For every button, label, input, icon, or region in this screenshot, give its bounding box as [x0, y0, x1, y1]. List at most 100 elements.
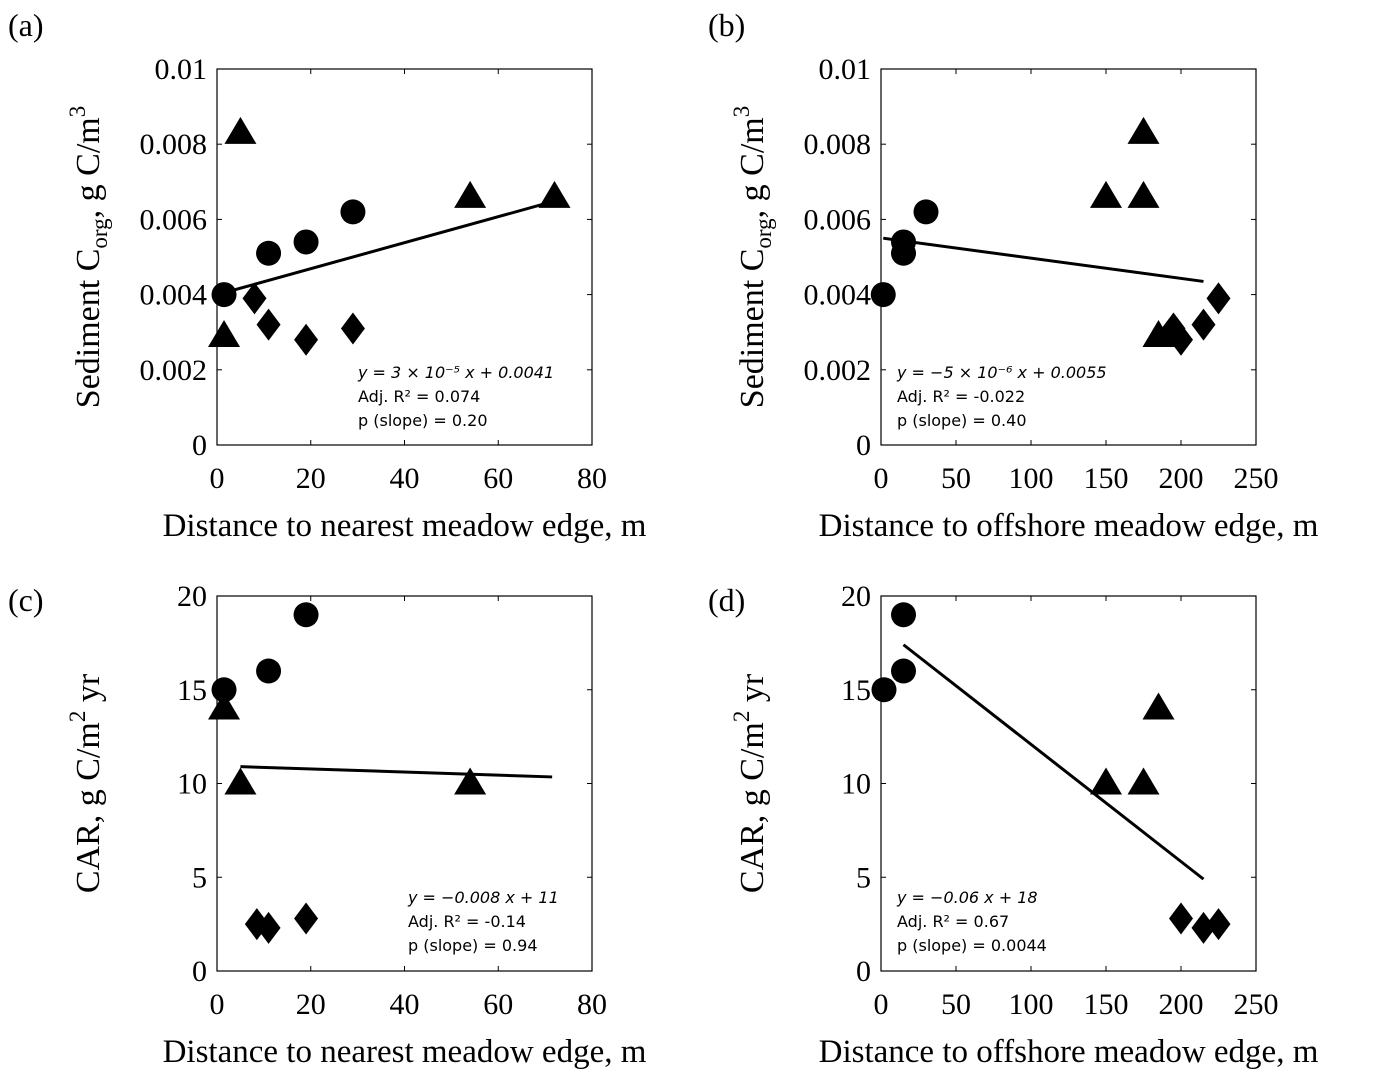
circle-marker [256, 240, 282, 266]
regression-line [902, 643, 1205, 881]
x-tick-label: 150 [1084, 462, 1129, 495]
x-tick-label: 20 [296, 988, 326, 1021]
y-tick-label: 0.008 [140, 128, 208, 161]
y-tick-label: 15 [841, 674, 871, 707]
x-tick-label: 80 [577, 988, 607, 1021]
triangle-marker [454, 180, 487, 208]
plot-frame [216, 595, 593, 972]
y-axis-label-part: org [87, 218, 112, 249]
y-tick-label: 0 [192, 955, 207, 988]
y-tick-label: 0.002 [804, 354, 872, 387]
x-tick-label: 100 [1009, 988, 1054, 1021]
panel-label: (a) [8, 7, 44, 43]
y-tick-label: 0.008 [804, 128, 872, 161]
x-axis-label: Distance to nearest meadow edge, m [163, 1034, 647, 1070]
y-axis-label-part: CAR, g C/m [70, 722, 107, 893]
x-tick-label: 0 [210, 988, 225, 1021]
triangle-marker [1090, 180, 1122, 208]
adj-r2-label: Adj. R² = -0.14 [408, 912, 526, 931]
circle-marker [340, 199, 366, 225]
adj-r2-label: Adj. R² = 0.074 [358, 387, 480, 406]
y-tick-label: 5 [192, 861, 207, 894]
circle-marker [891, 602, 916, 628]
triangle-marker [1090, 767, 1122, 795]
y-tick-label: 0.004 [804, 279, 872, 312]
y-tick-label: 0.01 [155, 53, 208, 86]
x-tick-label: 100 [1009, 462, 1054, 495]
y-axis-label-part: org [751, 218, 776, 249]
triangle-marker [208, 692, 241, 720]
y-tick-label: 10 [841, 768, 871, 801]
x-tick-label: 0 [874, 462, 889, 495]
y-axis-label-part: 2 [729, 711, 754, 723]
x-tick-label: 60 [483, 988, 513, 1021]
y-tick-label: 0.006 [804, 203, 872, 236]
x-tick-label: 200 [1159, 988, 1204, 1021]
y-tick-label: 0 [856, 429, 871, 462]
diamond-marker [1206, 282, 1231, 315]
x-tick-label: 250 [1234, 988, 1279, 1021]
circle-marker [891, 658, 916, 684]
x-axis-label: Distance to offshore meadow edge, m [819, 1034, 1319, 1070]
adj-r2-label: Adj. R² = 0.67 [897, 912, 1009, 931]
diamond-marker [242, 282, 267, 315]
panel-label: (b) [708, 7, 745, 43]
y-axis-label: CAR, g C/m2 yr [65, 673, 107, 893]
diamond-marker [294, 902, 319, 935]
y-tick-label: 0.004 [140, 279, 208, 312]
diamond-marker [340, 312, 365, 345]
circle-marker [870, 282, 896, 308]
chart-panel-d: (d) 0 50 100 150 200 250 0 5 10 15 20 Distance to of… [708, 580, 1319, 1070]
triangle-marker [224, 116, 257, 144]
diamond-marker [1169, 323, 1193, 356]
circle-marker [871, 677, 897, 703]
y-axis-label-part: yr [734, 673, 771, 711]
triangle-marker [1142, 692, 1175, 720]
x-tick-label: 150 [1084, 988, 1129, 1021]
x-tick-label: 80 [577, 462, 607, 495]
circle-marker [891, 229, 916, 255]
fit-equation: y = 3 × 10⁻⁵ x + 0.0041 [357, 363, 554, 382]
fit-equation: y = −5 × 10⁻⁶ x + 0.0055 [896, 363, 1107, 382]
triangle-marker [454, 767, 487, 795]
chart-panel-a: (a) 0 20 40 60 80 0 0.002 0.004 0.006 0.008 0.01 Dis… [8, 7, 647, 544]
circle-marker [211, 677, 237, 703]
y-axis-label-part: , g C/m [734, 117, 771, 218]
triangle-marker [224, 767, 257, 795]
x-tick-label: 40 [390, 462, 420, 495]
panel-label: (c) [8, 582, 44, 618]
circle-marker [256, 658, 282, 684]
y-axis-label-part: CAR, g C/m [734, 722, 771, 893]
y-tick-label: 0.002 [140, 354, 208, 387]
p-value-label: p (slope) = 0.0044 [897, 936, 1047, 955]
x-tick-label: 20 [296, 462, 326, 495]
diamond-marker [256, 911, 281, 944]
x-tick-label: 0 [874, 988, 889, 1021]
y-axis-label-part: 2 [65, 711, 90, 723]
adj-r2-label: Adj. R² = -0.022 [897, 387, 1025, 406]
x-tick-label: 200 [1159, 462, 1204, 495]
x-axis-label: Distance to offshore meadow edge, m [819, 508, 1319, 544]
p-value-label: p (slope) = 0.94 [408, 936, 538, 955]
y-tick-label: 15 [177, 674, 207, 707]
x-tick-label: 0 [210, 462, 225, 495]
panel-label: (d) [708, 582, 745, 618]
regression-line [240, 765, 553, 779]
p-value-label: p (slope) = 0.40 [897, 411, 1027, 430]
y-axis-label-part: Sediment C [734, 249, 771, 409]
chart-panel-b: (b) 0 50 100 150 200 250 0 0.002 0.004 0.006 0.008 0… [708, 7, 1319, 544]
triangle-marker [1127, 116, 1160, 144]
y-axis-label: Sediment Corg, g C/m3 [729, 106, 776, 408]
x-tick-label: 60 [483, 462, 513, 495]
y-axis-label-part: Sediment C [70, 249, 107, 409]
y-tick-label: 20 [177, 580, 207, 613]
circle-marker [211, 282, 237, 308]
y-tick-label: 10 [177, 768, 207, 801]
p-value-label: p (slope) = 0.20 [358, 411, 488, 430]
y-axis-label-part: 3 [65, 106, 90, 118]
plot-frame [880, 68, 1257, 446]
diamond-marker [256, 308, 281, 341]
y-tick-label: 0 [192, 429, 207, 462]
y-tick-label: 0 [856, 955, 871, 988]
